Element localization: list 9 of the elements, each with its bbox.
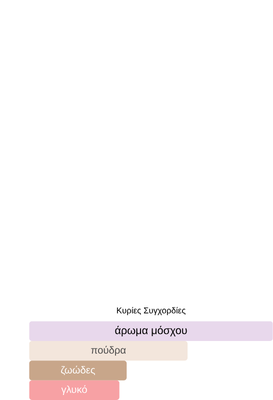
bar <box>29 321 273 341</box>
y-tick-label: ζωώδες <box>61 366 96 376</box>
y-tick-label: άρωμα μόσχου <box>115 326 187 336</box>
chart-title: Κυρίες Συγχορδίες <box>117 306 186 316</box>
bar <box>29 340 188 361</box>
bar <box>29 360 127 380</box>
y-tick-label: γλυκό <box>61 385 87 396</box>
y-tick-label: πούδρα <box>91 346 126 356</box>
bar <box>29 380 120 400</box>
